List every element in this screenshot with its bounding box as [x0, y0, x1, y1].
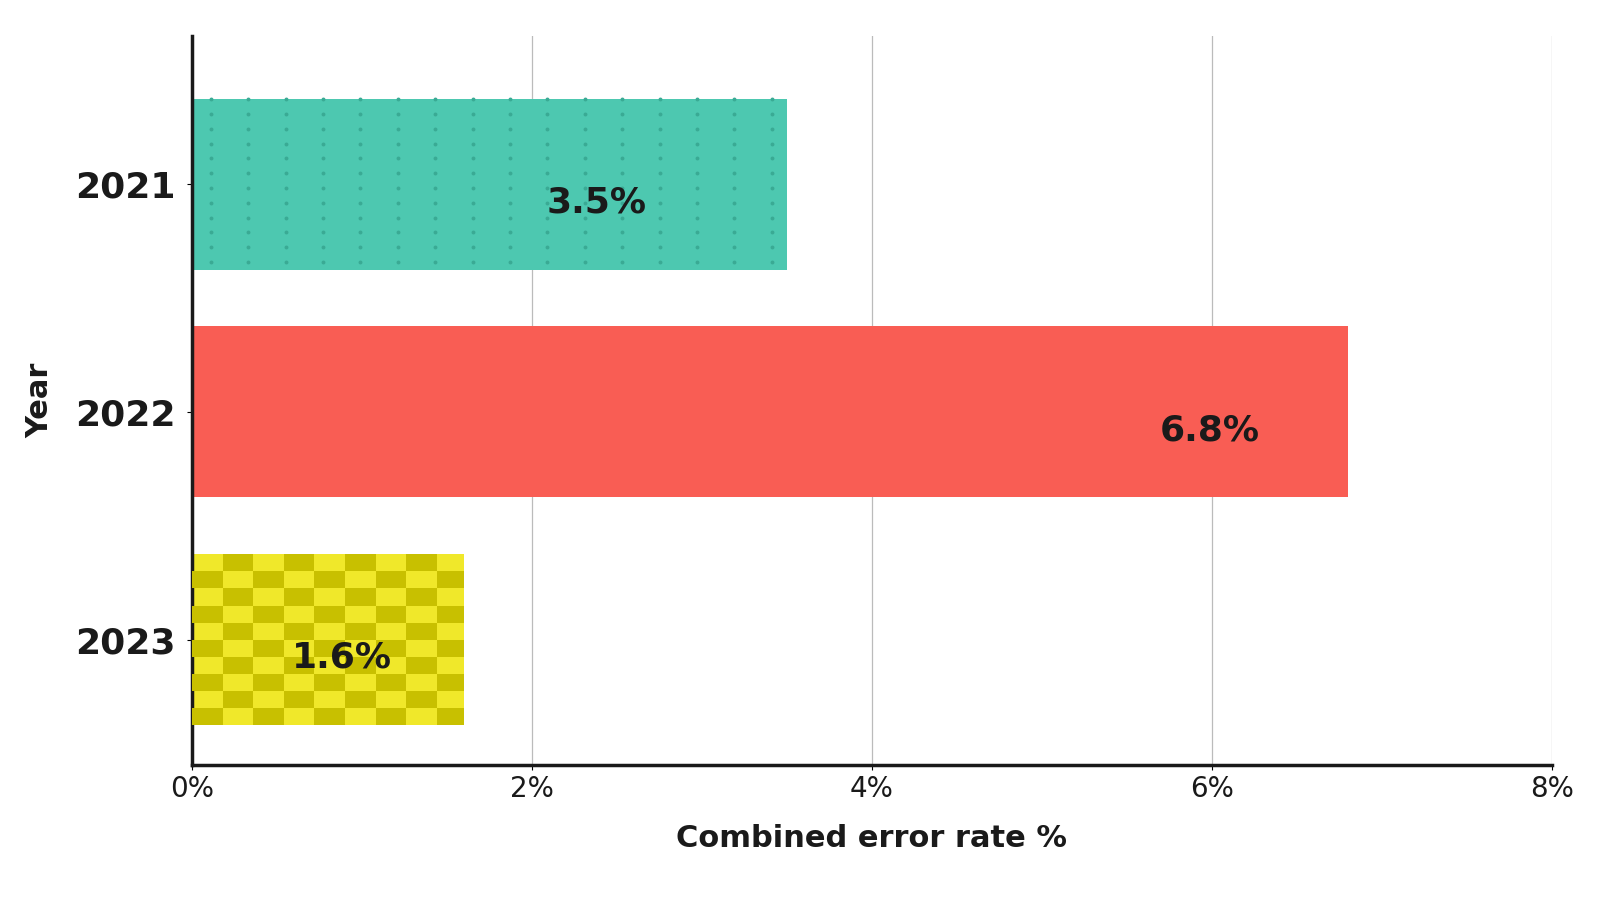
- Bar: [253, 674, 283, 691]
- Bar: [222, 589, 253, 606]
- Bar: [192, 99, 787, 269]
- Bar: [222, 554, 253, 572]
- Bar: [346, 554, 376, 572]
- Bar: [406, 623, 437, 640]
- Bar: [346, 657, 376, 674]
- Bar: [406, 554, 437, 572]
- Bar: [406, 657, 437, 674]
- Bar: [437, 640, 464, 657]
- Bar: [314, 572, 346, 589]
- Bar: [376, 708, 406, 725]
- Text: 3.5%: 3.5%: [547, 185, 646, 220]
- Bar: [192, 572, 222, 589]
- Bar: [376, 572, 406, 589]
- Bar: [406, 589, 437, 606]
- Bar: [314, 708, 346, 725]
- Y-axis label: Year: Year: [26, 363, 54, 438]
- Bar: [283, 691, 314, 708]
- Bar: [192, 640, 222, 657]
- Bar: [376, 640, 406, 657]
- Bar: [406, 691, 437, 708]
- Bar: [192, 554, 464, 725]
- Text: 6.8%: 6.8%: [1160, 413, 1259, 447]
- Bar: [253, 572, 283, 589]
- Bar: [437, 606, 464, 623]
- Bar: [346, 623, 376, 640]
- Bar: [376, 674, 406, 691]
- Bar: [283, 589, 314, 606]
- X-axis label: Combined error rate %: Combined error rate %: [677, 824, 1067, 852]
- Bar: [346, 691, 376, 708]
- Bar: [192, 327, 1347, 498]
- Bar: [222, 691, 253, 708]
- Bar: [192, 708, 222, 725]
- Bar: [253, 640, 283, 657]
- Bar: [192, 674, 222, 691]
- Bar: [192, 606, 222, 623]
- Bar: [283, 623, 314, 640]
- Bar: [314, 606, 346, 623]
- Bar: [222, 657, 253, 674]
- Bar: [314, 674, 346, 691]
- Bar: [314, 640, 346, 657]
- Bar: [376, 606, 406, 623]
- Bar: [283, 657, 314, 674]
- Bar: [222, 623, 253, 640]
- Bar: [253, 606, 283, 623]
- Bar: [437, 572, 464, 589]
- Bar: [283, 554, 314, 572]
- Text: 1.6%: 1.6%: [291, 641, 392, 675]
- Bar: [346, 589, 376, 606]
- Bar: [253, 708, 283, 725]
- Bar: [437, 708, 464, 725]
- Bar: [437, 674, 464, 691]
